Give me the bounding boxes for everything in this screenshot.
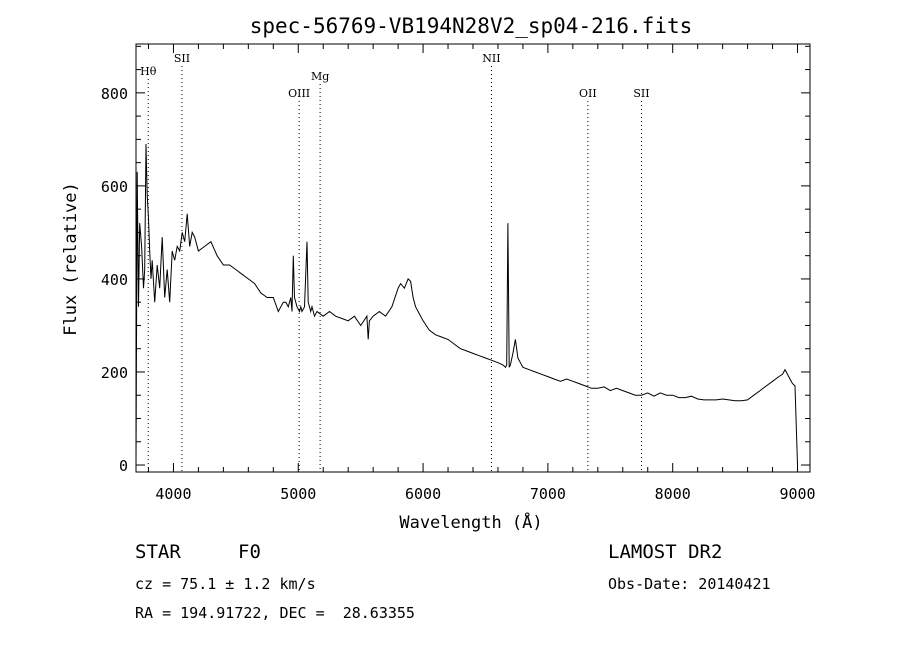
y-tick-label: 800 — [101, 85, 128, 103]
y-tick-label: 600 — [101, 178, 128, 196]
x-tick-label: 7000 — [530, 485, 566, 503]
x-tick-label: 8000 — [655, 485, 691, 503]
y-tick-label: 0 — [119, 457, 128, 475]
x-tick-label: 6000 — [405, 485, 441, 503]
object-class: STAR — [135, 541, 181, 563]
spectral-subclass: F0 — [238, 541, 261, 563]
spectral-line-label: OII — [579, 87, 597, 100]
x-tick-label: 4000 — [155, 485, 191, 503]
x-tick-label: 5000 — [280, 485, 316, 503]
x-axis-label: Wavelength (Å) — [399, 511, 542, 533]
y-axis-label: Flux (relative) — [61, 182, 81, 336]
spectral-line-label: Hθ — [140, 65, 157, 78]
sky-coordinates: RA = 194.91722, DEC = 28.63355 — [135, 604, 415, 622]
chart-title: spec-56769-VB194N28V2_sp04-216.fits — [250, 14, 693, 38]
redshift-velocity: cz = 75.1 ± 1.2 km/s — [135, 575, 316, 593]
spectral-line-label: SII — [633, 87, 649, 100]
plot-frame — [135, 43, 811, 473]
spectral-line-label: Mg — [311, 70, 329, 83]
observation-date: Obs-Date: 20140421 — [608, 575, 771, 593]
x-tick-label: 9000 — [779, 485, 815, 503]
spectral-line-label: OIII — [288, 87, 310, 100]
spectral-line-label: SII — [174, 52, 190, 65]
y-tick-label: 400 — [101, 271, 128, 289]
survey-name: LAMOST DR2 — [608, 541, 723, 563]
y-tick-label: 200 — [101, 364, 128, 382]
spectrum-line — [135, 143, 798, 466]
spectral-line-label: NII — [482, 52, 500, 65]
